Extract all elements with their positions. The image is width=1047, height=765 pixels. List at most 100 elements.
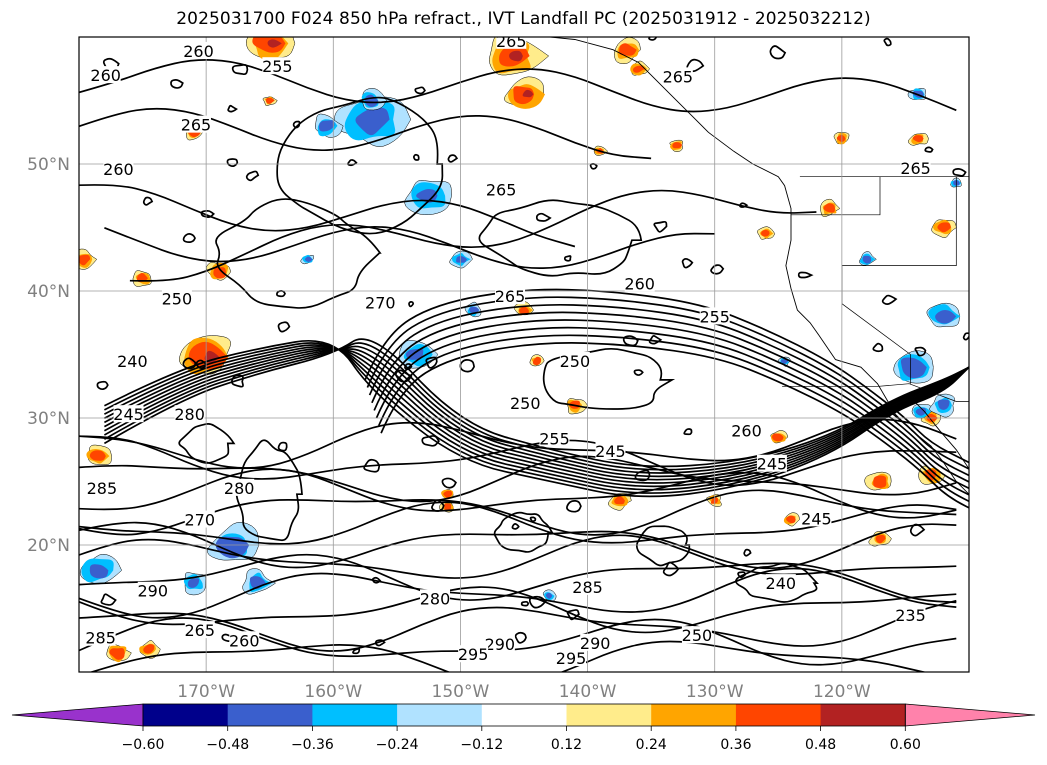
negative-anomaly-core bbox=[456, 256, 467, 263]
contour-loop bbox=[394, 369, 413, 383]
contour-label: 295 bbox=[458, 645, 489, 664]
contour-label: 260 bbox=[183, 42, 214, 61]
contour-label-bg bbox=[895, 605, 926, 623]
contour-label-bg bbox=[184, 621, 215, 639]
contour-loop bbox=[100, 593, 117, 606]
contour-loop bbox=[520, 600, 530, 607]
contour-loop bbox=[662, 561, 680, 577]
contour-loop bbox=[883, 37, 892, 47]
colorbar-segment bbox=[312, 704, 398, 726]
state-border bbox=[841, 176, 957, 266]
lon-tick-label: 140°W bbox=[559, 682, 617, 702]
positive-anomaly-core bbox=[444, 503, 452, 511]
contour-label-bg bbox=[556, 649, 587, 667]
colorbar-tick-label: 0.60 bbox=[890, 737, 921, 753]
contour-label: 265 bbox=[486, 180, 517, 199]
contour-label-bg bbox=[137, 581, 168, 599]
contour-label: 270 bbox=[185, 511, 216, 530]
positive-anomaly-core bbox=[136, 273, 148, 283]
latitude-labels: 50°N 40°N 30°N 20°N bbox=[27, 155, 70, 556]
contour-label-bg bbox=[484, 635, 515, 653]
contour-line bbox=[103, 348, 969, 478]
lat-tick-label: 20°N bbox=[27, 536, 70, 556]
contour-loop bbox=[371, 576, 382, 584]
contour-label-bg bbox=[731, 421, 762, 439]
positive-anomaly-core bbox=[875, 535, 886, 544]
contour-label: 280 bbox=[420, 589, 451, 608]
contour-label-bg bbox=[580, 633, 611, 651]
lat-tick-label: 30°N bbox=[27, 409, 70, 429]
contour-line bbox=[375, 326, 969, 496]
positive-anomaly-core bbox=[873, 475, 887, 488]
contour-line bbox=[79, 107, 652, 160]
positive-anomaly-core bbox=[823, 203, 835, 213]
contour-label-bg bbox=[86, 478, 117, 496]
contour-line bbox=[104, 346, 969, 488]
lat-tick-label: 50°N bbox=[27, 155, 70, 175]
contour-label-bg bbox=[510, 393, 541, 411]
positive-anomaly-core bbox=[443, 490, 453, 498]
contour-label: 235 bbox=[895, 606, 926, 625]
colorbar-tick-label: −0.48 bbox=[206, 737, 249, 753]
contour-label-bg bbox=[229, 631, 260, 649]
contour-label: 285 bbox=[85, 629, 116, 648]
contour-loop bbox=[404, 363, 413, 371]
map-background bbox=[79, 37, 969, 672]
contour-loop bbox=[881, 294, 898, 305]
negative-anomaly-core bbox=[469, 306, 480, 314]
contour-loop bbox=[96, 380, 109, 391]
contour-loop bbox=[797, 271, 814, 279]
contour-label: 265 bbox=[496, 32, 527, 51]
contour-loop bbox=[182, 233, 196, 244]
contour-label: 260 bbox=[103, 160, 134, 179]
contour-label-bg bbox=[90, 66, 121, 84]
contour-label: 270 bbox=[365, 293, 396, 312]
map-frame bbox=[78, 36, 970, 673]
contour-loop bbox=[425, 356, 438, 369]
contour-loop bbox=[493, 511, 554, 553]
contour-label: 265 bbox=[185, 621, 216, 640]
contour-line bbox=[79, 521, 957, 570]
negative-anomaly-core bbox=[862, 255, 872, 264]
contour-loop bbox=[231, 63, 249, 76]
contour-loop bbox=[648, 335, 663, 345]
positive-anomaly-core bbox=[265, 97, 275, 104]
lat-tick-label: 40°N bbox=[27, 282, 70, 302]
contour-loop bbox=[245, 170, 260, 182]
contour-label: 265 bbox=[663, 67, 694, 86]
colorbar-extend-high bbox=[904, 703, 1036, 727]
contour-label: 240 bbox=[766, 574, 797, 593]
contour-label: 280 bbox=[224, 479, 255, 498]
lon-tick-label: 120°W bbox=[813, 682, 871, 702]
contour-label: 285 bbox=[572, 578, 603, 597]
negative-anomaly-core bbox=[355, 107, 390, 136]
contour-loop bbox=[276, 96, 444, 235]
contour-loop bbox=[195, 359, 208, 369]
lon-tick-label: 160°W bbox=[304, 682, 362, 702]
negative-anomaly-core bbox=[318, 120, 335, 132]
lon-tick-label: 130°W bbox=[686, 682, 744, 702]
contour-label-bg bbox=[662, 67, 693, 85]
colorbar-tick-label: −0.60 bbox=[122, 737, 165, 753]
contour-loop bbox=[952, 168, 967, 177]
contour-label: 260 bbox=[229, 631, 260, 650]
contour-loop bbox=[542, 347, 676, 410]
contour-label: 280 bbox=[174, 405, 205, 424]
contour-label: 290 bbox=[485, 635, 516, 654]
contour-label-bg bbox=[113, 405, 144, 423]
colorbar-extend-low bbox=[11, 703, 144, 727]
contour-label-bg bbox=[496, 37, 527, 49]
contour-label-bg bbox=[801, 509, 832, 527]
contour-loop bbox=[170, 79, 184, 89]
contour-label: 250 bbox=[510, 394, 541, 413]
colorbar-segment bbox=[397, 704, 483, 726]
contour-label-bg bbox=[174, 405, 205, 423]
contour-loop bbox=[277, 321, 291, 333]
contour-label: 255 bbox=[539, 429, 570, 448]
contour-label-bg bbox=[365, 293, 396, 311]
contour-label-bg bbox=[756, 454, 787, 472]
contour-line bbox=[88, 640, 928, 672]
contour-loop bbox=[739, 202, 749, 208]
positive-anomaly-core bbox=[89, 450, 106, 461]
